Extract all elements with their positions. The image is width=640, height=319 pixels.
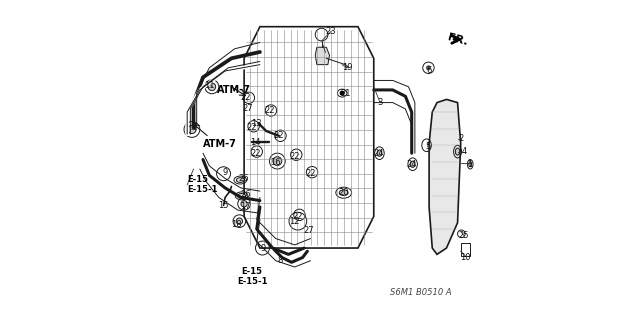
Text: 7: 7 [191, 123, 196, 132]
Text: ATM-7: ATM-7 [217, 85, 251, 95]
Text: 22: 22 [247, 123, 257, 132]
Circle shape [208, 83, 216, 91]
Text: 2: 2 [458, 134, 463, 144]
Text: 16: 16 [271, 158, 281, 167]
Ellipse shape [339, 190, 348, 196]
Ellipse shape [468, 162, 472, 167]
Text: 21: 21 [340, 89, 351, 98]
Text: S6M1 B0510 A: S6M1 B0510 A [390, 288, 451, 297]
Text: 27: 27 [242, 104, 253, 113]
Text: 22: 22 [264, 106, 275, 115]
Ellipse shape [236, 178, 244, 182]
Text: 22: 22 [250, 149, 260, 158]
Ellipse shape [410, 161, 415, 167]
Text: FR.: FR. [447, 32, 469, 47]
Text: 13: 13 [252, 119, 262, 128]
Circle shape [340, 91, 345, 96]
Text: 3: 3 [378, 98, 383, 107]
Text: 22: 22 [241, 93, 251, 102]
Ellipse shape [377, 150, 382, 156]
Circle shape [236, 218, 243, 224]
Polygon shape [429, 100, 461, 254]
Text: 24: 24 [373, 149, 384, 158]
Text: 4: 4 [461, 147, 467, 156]
Text: ATM-7: ATM-7 [203, 139, 237, 149]
Polygon shape [244, 27, 374, 248]
Ellipse shape [455, 148, 460, 155]
Text: 18: 18 [231, 220, 241, 229]
Polygon shape [316, 47, 330, 65]
Circle shape [188, 125, 196, 134]
Circle shape [426, 65, 431, 70]
Text: 20: 20 [339, 188, 349, 197]
Text: 22: 22 [274, 131, 284, 140]
Text: 26: 26 [241, 190, 251, 199]
Text: 14: 14 [250, 137, 260, 147]
Text: 25: 25 [459, 231, 469, 240]
Text: 9: 9 [223, 168, 228, 177]
Text: 17: 17 [241, 203, 251, 211]
Text: 26: 26 [239, 174, 250, 183]
Text: 6: 6 [426, 66, 432, 76]
Text: 10: 10 [460, 253, 470, 262]
Text: 8: 8 [278, 256, 283, 265]
Text: 5: 5 [425, 142, 430, 151]
Text: 22: 22 [292, 212, 303, 221]
Text: 11: 11 [204, 81, 214, 90]
Text: 23: 23 [326, 27, 337, 36]
Text: E-15
E-15-1: E-15 E-15-1 [237, 267, 268, 286]
Text: 19: 19 [342, 63, 352, 72]
Bar [461, 243, 470, 256]
Text: 15: 15 [218, 201, 229, 210]
Text: 24: 24 [406, 160, 417, 169]
Text: 1: 1 [468, 160, 473, 169]
Text: 22: 22 [305, 169, 316, 178]
Circle shape [241, 201, 247, 207]
Text: 27: 27 [303, 226, 314, 235]
Text: 12: 12 [289, 217, 300, 226]
Ellipse shape [237, 194, 246, 198]
Circle shape [273, 157, 282, 166]
Text: 9: 9 [260, 243, 266, 253]
Text: E-15
E-15-1: E-15 E-15-1 [187, 175, 218, 195]
Text: 22: 22 [289, 152, 300, 161]
